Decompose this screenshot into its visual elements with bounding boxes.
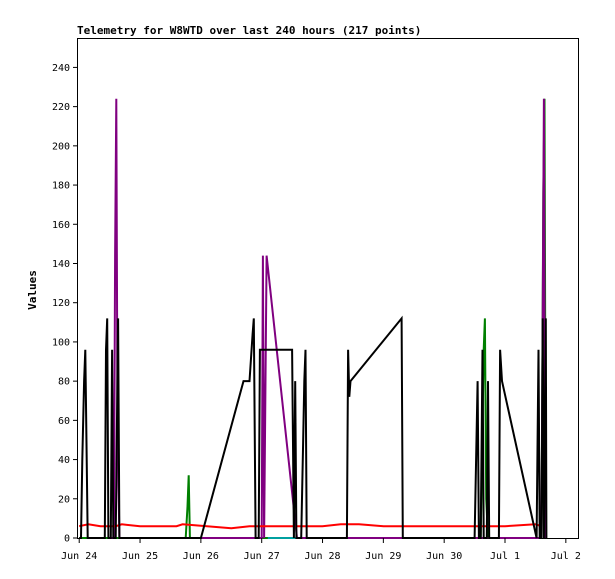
y-tick-label: 20 xyxy=(58,494,70,505)
y-tick-label: 60 xyxy=(58,416,70,427)
x-tick-label: Jul 2 xyxy=(551,551,581,562)
plot-frame xyxy=(77,38,579,539)
y-tick-label: 80 xyxy=(58,377,70,388)
y-tick-label: 200 xyxy=(52,141,70,152)
x-tick-label: Jun 28 xyxy=(304,551,340,562)
x-tick-label: Jun 26 xyxy=(183,551,219,562)
y-tick-label: 100 xyxy=(52,337,70,348)
series-line-2 xyxy=(109,98,547,539)
y-tick-label: 0 xyxy=(64,534,70,545)
series-line-3 xyxy=(78,523,542,530)
x-tick-label: Jun 27 xyxy=(244,551,280,562)
series-line-4 xyxy=(79,315,548,539)
x-tick-label: Jul 1 xyxy=(490,551,520,562)
y-tick-label: 120 xyxy=(52,298,70,309)
y-axis: 0 20 40 60 80 100 120 140 160 180 200 220 240 xyxy=(52,63,78,545)
y-tick-label: 240 xyxy=(52,63,70,74)
y-tick-label: 140 xyxy=(52,259,70,270)
y-tick-label: 220 xyxy=(52,102,70,113)
x-axis: Jun 24 Jun 25 Jun 26 Jun 27 Jun 28 Jun 29 Jun … xyxy=(61,538,581,562)
series-layer xyxy=(78,98,548,539)
y-tick-label: 40 xyxy=(58,455,70,466)
x-tick-label: Jun 24 xyxy=(61,551,97,562)
chart-title: Telemetry for W8WTD over last 240 hours … xyxy=(77,24,421,37)
y-axis-label: Values xyxy=(26,270,39,310)
x-tick-label: Jun 29 xyxy=(365,551,401,562)
x-tick-label: Jun 30 xyxy=(426,551,462,562)
y-tick-label: 180 xyxy=(52,181,70,192)
x-tick-label: Jun 25 xyxy=(122,551,158,562)
y-tick-label: 160 xyxy=(52,220,70,231)
